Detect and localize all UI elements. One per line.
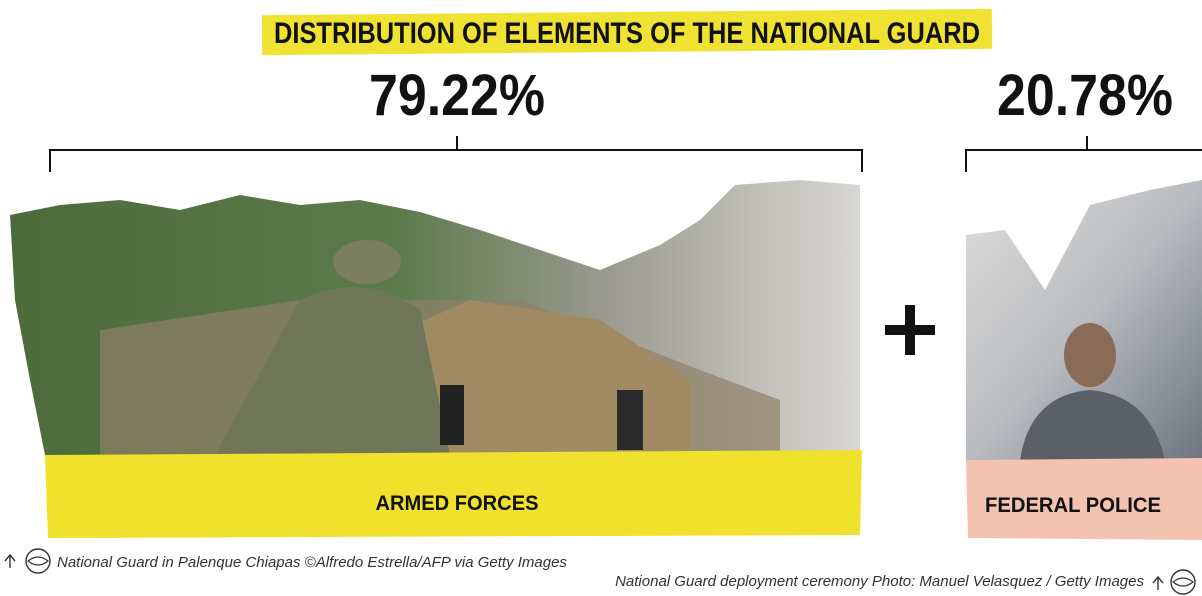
caption: National Guard in Palenque Chiapas ©Alfr… [57,554,567,571]
photo-detail [440,385,464,445]
eye-icon [1173,578,1193,586]
bracket [966,136,1202,172]
label: FEDERAL POLICE [985,494,1161,517]
infographic: DISTRIBUTION OF ELEMENTS OF THE NATIONAL… [0,0,1202,596]
eye-icon [28,557,48,565]
photo-detail [1064,323,1116,387]
eye-icon [1171,570,1195,594]
title: DISTRIBUTION OF ELEMENTS OF THE NATIONAL… [274,17,980,50]
eye-icon [26,549,50,573]
photo-detail [617,390,643,450]
label: ARMED FORCES [376,492,539,515]
photo-detail [333,240,401,284]
bracket [50,136,862,172]
percent: 79.22% [369,63,545,128]
plus-icon [885,305,935,355]
arrow-icon [5,555,15,568]
arrow-icon [1153,577,1163,590]
percent: 20.78% [997,63,1173,128]
caption: National Guard deployment ceremony Photo… [615,573,1144,590]
